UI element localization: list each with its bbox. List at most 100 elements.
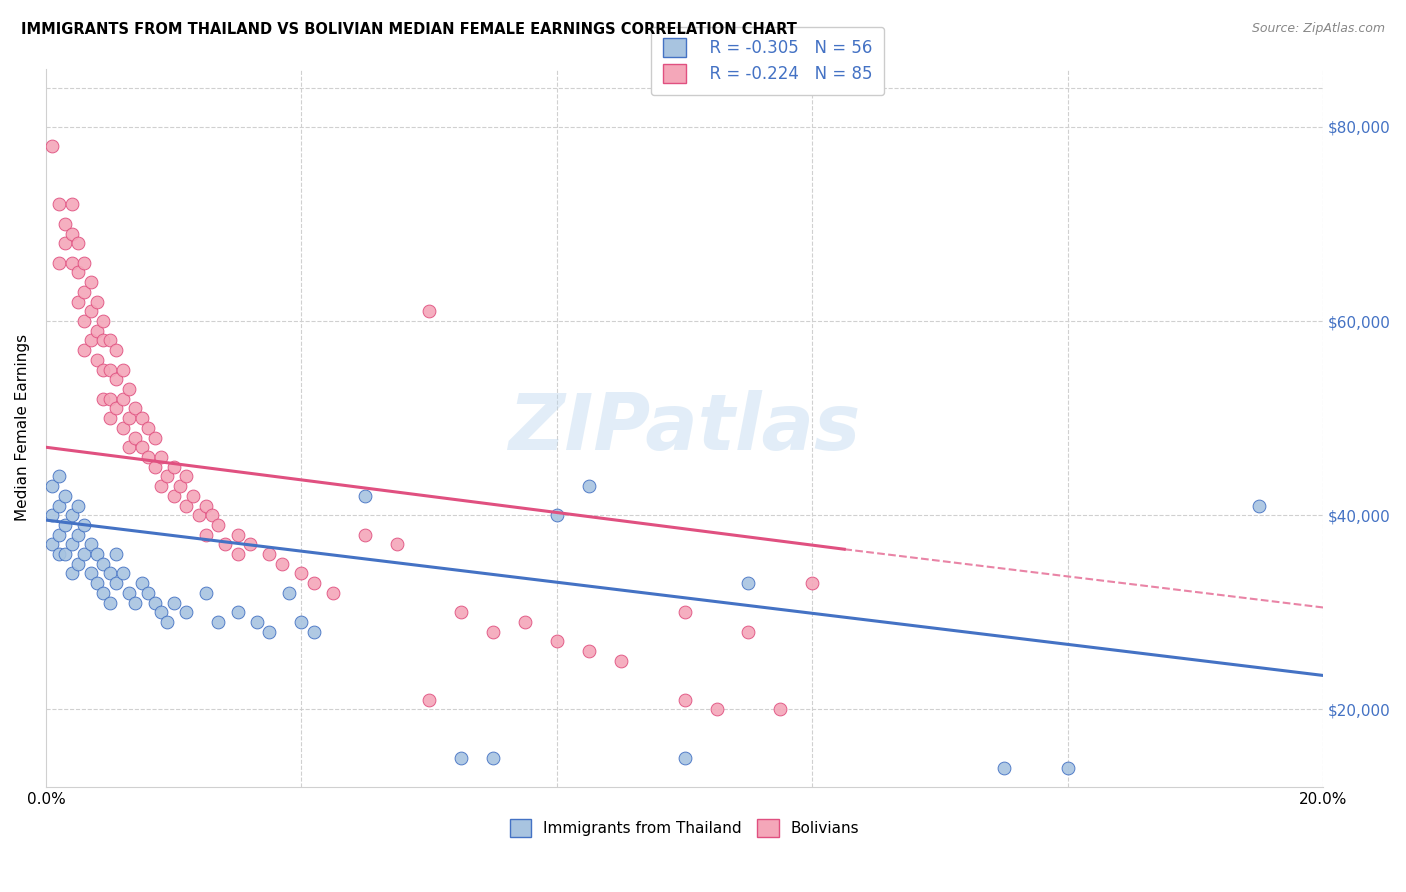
Point [53,217,76,231]
Point [93,557,115,571]
Y-axis label: Median Female Earnings: Median Female Earnings [15,334,30,522]
Point [111,392,134,406]
Point [48,256,70,270]
Point [156,615,179,629]
Point [546,508,568,523]
Point [546,634,568,648]
Point [48,469,70,483]
Point [207,615,229,629]
Point [60,256,83,270]
Point [418,304,440,318]
Point [239,537,262,551]
Point [93,586,115,600]
Point [66,527,89,541]
Point [124,401,146,416]
Point [226,605,249,619]
Point [246,615,269,629]
Point [214,537,236,551]
Point [143,596,166,610]
Point [98,362,121,376]
Point [93,314,115,328]
Point [53,547,76,561]
Point [53,489,76,503]
Point [79,275,101,289]
Point [86,294,108,309]
Point [124,431,146,445]
Text: ZIPatlas: ZIPatlas [509,390,860,466]
Point [450,751,472,765]
Text: Source: ZipAtlas.com: Source: ZipAtlas.com [1251,22,1385,36]
Point [93,334,115,348]
Point [194,586,217,600]
Point [79,537,101,551]
Point [93,362,115,376]
Point [66,557,89,571]
Point [66,294,89,309]
Point [53,518,76,533]
Point [111,566,134,581]
Point [73,256,96,270]
Point [98,566,121,581]
Point [163,596,186,610]
Point [387,537,409,551]
Point [136,586,159,600]
Point [194,499,217,513]
Point [98,334,121,348]
Point [73,547,96,561]
Point [60,227,83,241]
Point [673,692,696,706]
Point [73,343,96,358]
Point [86,547,108,561]
Text: IMMIGRANTS FROM THAILAND VS BOLIVIAN MEDIAN FEMALE EARNINGS CORRELATION CHART: IMMIGRANTS FROM THAILAND VS BOLIVIAN MED… [21,22,797,37]
Point [60,566,83,581]
Point [105,343,128,358]
Point [73,314,96,328]
Point [111,362,134,376]
Point [149,450,172,464]
Point [105,576,128,591]
Point [302,576,325,591]
Point [41,508,63,523]
Point [176,499,198,513]
Point [482,751,505,765]
Point [271,557,294,571]
Point [290,566,312,581]
Point [673,751,696,765]
Point [450,605,472,619]
Point [41,139,63,153]
Point [131,576,153,591]
Point [290,615,312,629]
Point [73,285,96,299]
Point [993,761,1015,775]
Point [226,547,249,561]
Point [201,508,224,523]
Point [98,596,121,610]
Point [1056,761,1078,775]
Point [60,537,83,551]
Point [66,265,89,279]
Point [769,702,792,716]
Point [737,624,759,639]
Point [118,586,141,600]
Point [194,527,217,541]
Point [578,479,600,493]
Point [131,411,153,425]
Point [105,401,128,416]
Point [41,479,63,493]
Point [48,527,70,541]
Point [354,489,377,503]
Point [118,411,141,425]
Point [118,440,141,454]
Legend: Immigrants from Thailand, Bolivians: Immigrants from Thailand, Bolivians [502,811,868,844]
Point [98,392,121,406]
Point [207,518,229,533]
Point [259,547,281,561]
Point [136,421,159,435]
Point [149,605,172,619]
Point [156,469,179,483]
Point [105,372,128,386]
Point [48,499,70,513]
Point [79,566,101,581]
Point [737,576,759,591]
Point [176,469,198,483]
